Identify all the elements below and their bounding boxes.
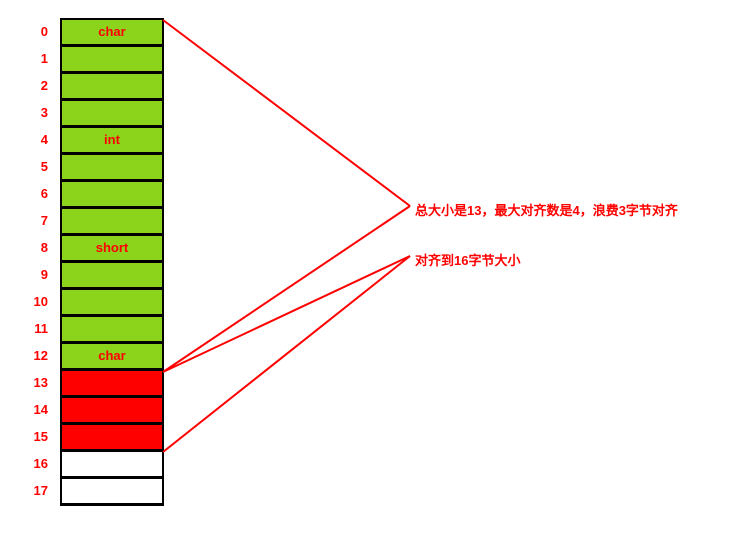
memory-cell: 11 [62, 317, 162, 344]
connector-line [163, 206, 410, 372]
memory-cell: 13 [62, 371, 162, 398]
cell-index: 7 [20, 209, 48, 233]
memory-cell: 6 [62, 182, 162, 209]
memory-cell: 12char [62, 344, 162, 371]
memory-cell: 3 [62, 101, 162, 128]
cell-index: 14 [20, 398, 48, 422]
annotation-text: 对齐到16字节大小 [415, 250, 520, 269]
connector-line [163, 20, 410, 206]
cell-index: 6 [20, 182, 48, 206]
cell-index: 1 [20, 47, 48, 71]
cell-index: 5 [20, 155, 48, 179]
cell-type-label: short [96, 240, 129, 255]
memory-cell: 7 [62, 209, 162, 236]
cell-index: 17 [20, 479, 48, 503]
cell-index: 12 [20, 344, 48, 368]
cell-index: 13 [20, 371, 48, 395]
cell-type-label: char [98, 24, 125, 39]
memory-cell: 9 [62, 263, 162, 290]
memory-cell: 4int [62, 128, 162, 155]
cell-index: 9 [20, 263, 48, 287]
memory-cell: 15 [62, 425, 162, 452]
memory-cell: 10 [62, 290, 162, 317]
connector-line [163, 256, 410, 452]
memory-cell: 16 [62, 452, 162, 479]
memory-cell: 1 [62, 47, 162, 74]
memory-cell: 0char [62, 20, 162, 47]
connector-line [163, 256, 410, 372]
cell-index: 2 [20, 74, 48, 98]
cell-index: 15 [20, 425, 48, 449]
cell-index: 10 [20, 290, 48, 314]
memory-cell: 5 [62, 155, 162, 182]
cell-index: 16 [20, 452, 48, 476]
cell-type-label: char [98, 348, 125, 363]
memory-cell: 17 [62, 479, 162, 506]
cell-type-label: int [104, 132, 120, 147]
memory-cell: 8short [62, 236, 162, 263]
cell-index: 3 [20, 101, 48, 125]
cell-index: 4 [20, 128, 48, 152]
cell-index: 0 [20, 20, 48, 44]
memory-cell: 2 [62, 74, 162, 101]
cell-index: 8 [20, 236, 48, 260]
cell-index: 11 [20, 317, 48, 341]
memory-cell: 14 [62, 398, 162, 425]
annotation-text: 总大小是13，最大对齐数是4，浪费3字节对齐 [415, 200, 678, 219]
memory-stack: 0char1234int5678short9101112char13141516… [60, 18, 164, 506]
